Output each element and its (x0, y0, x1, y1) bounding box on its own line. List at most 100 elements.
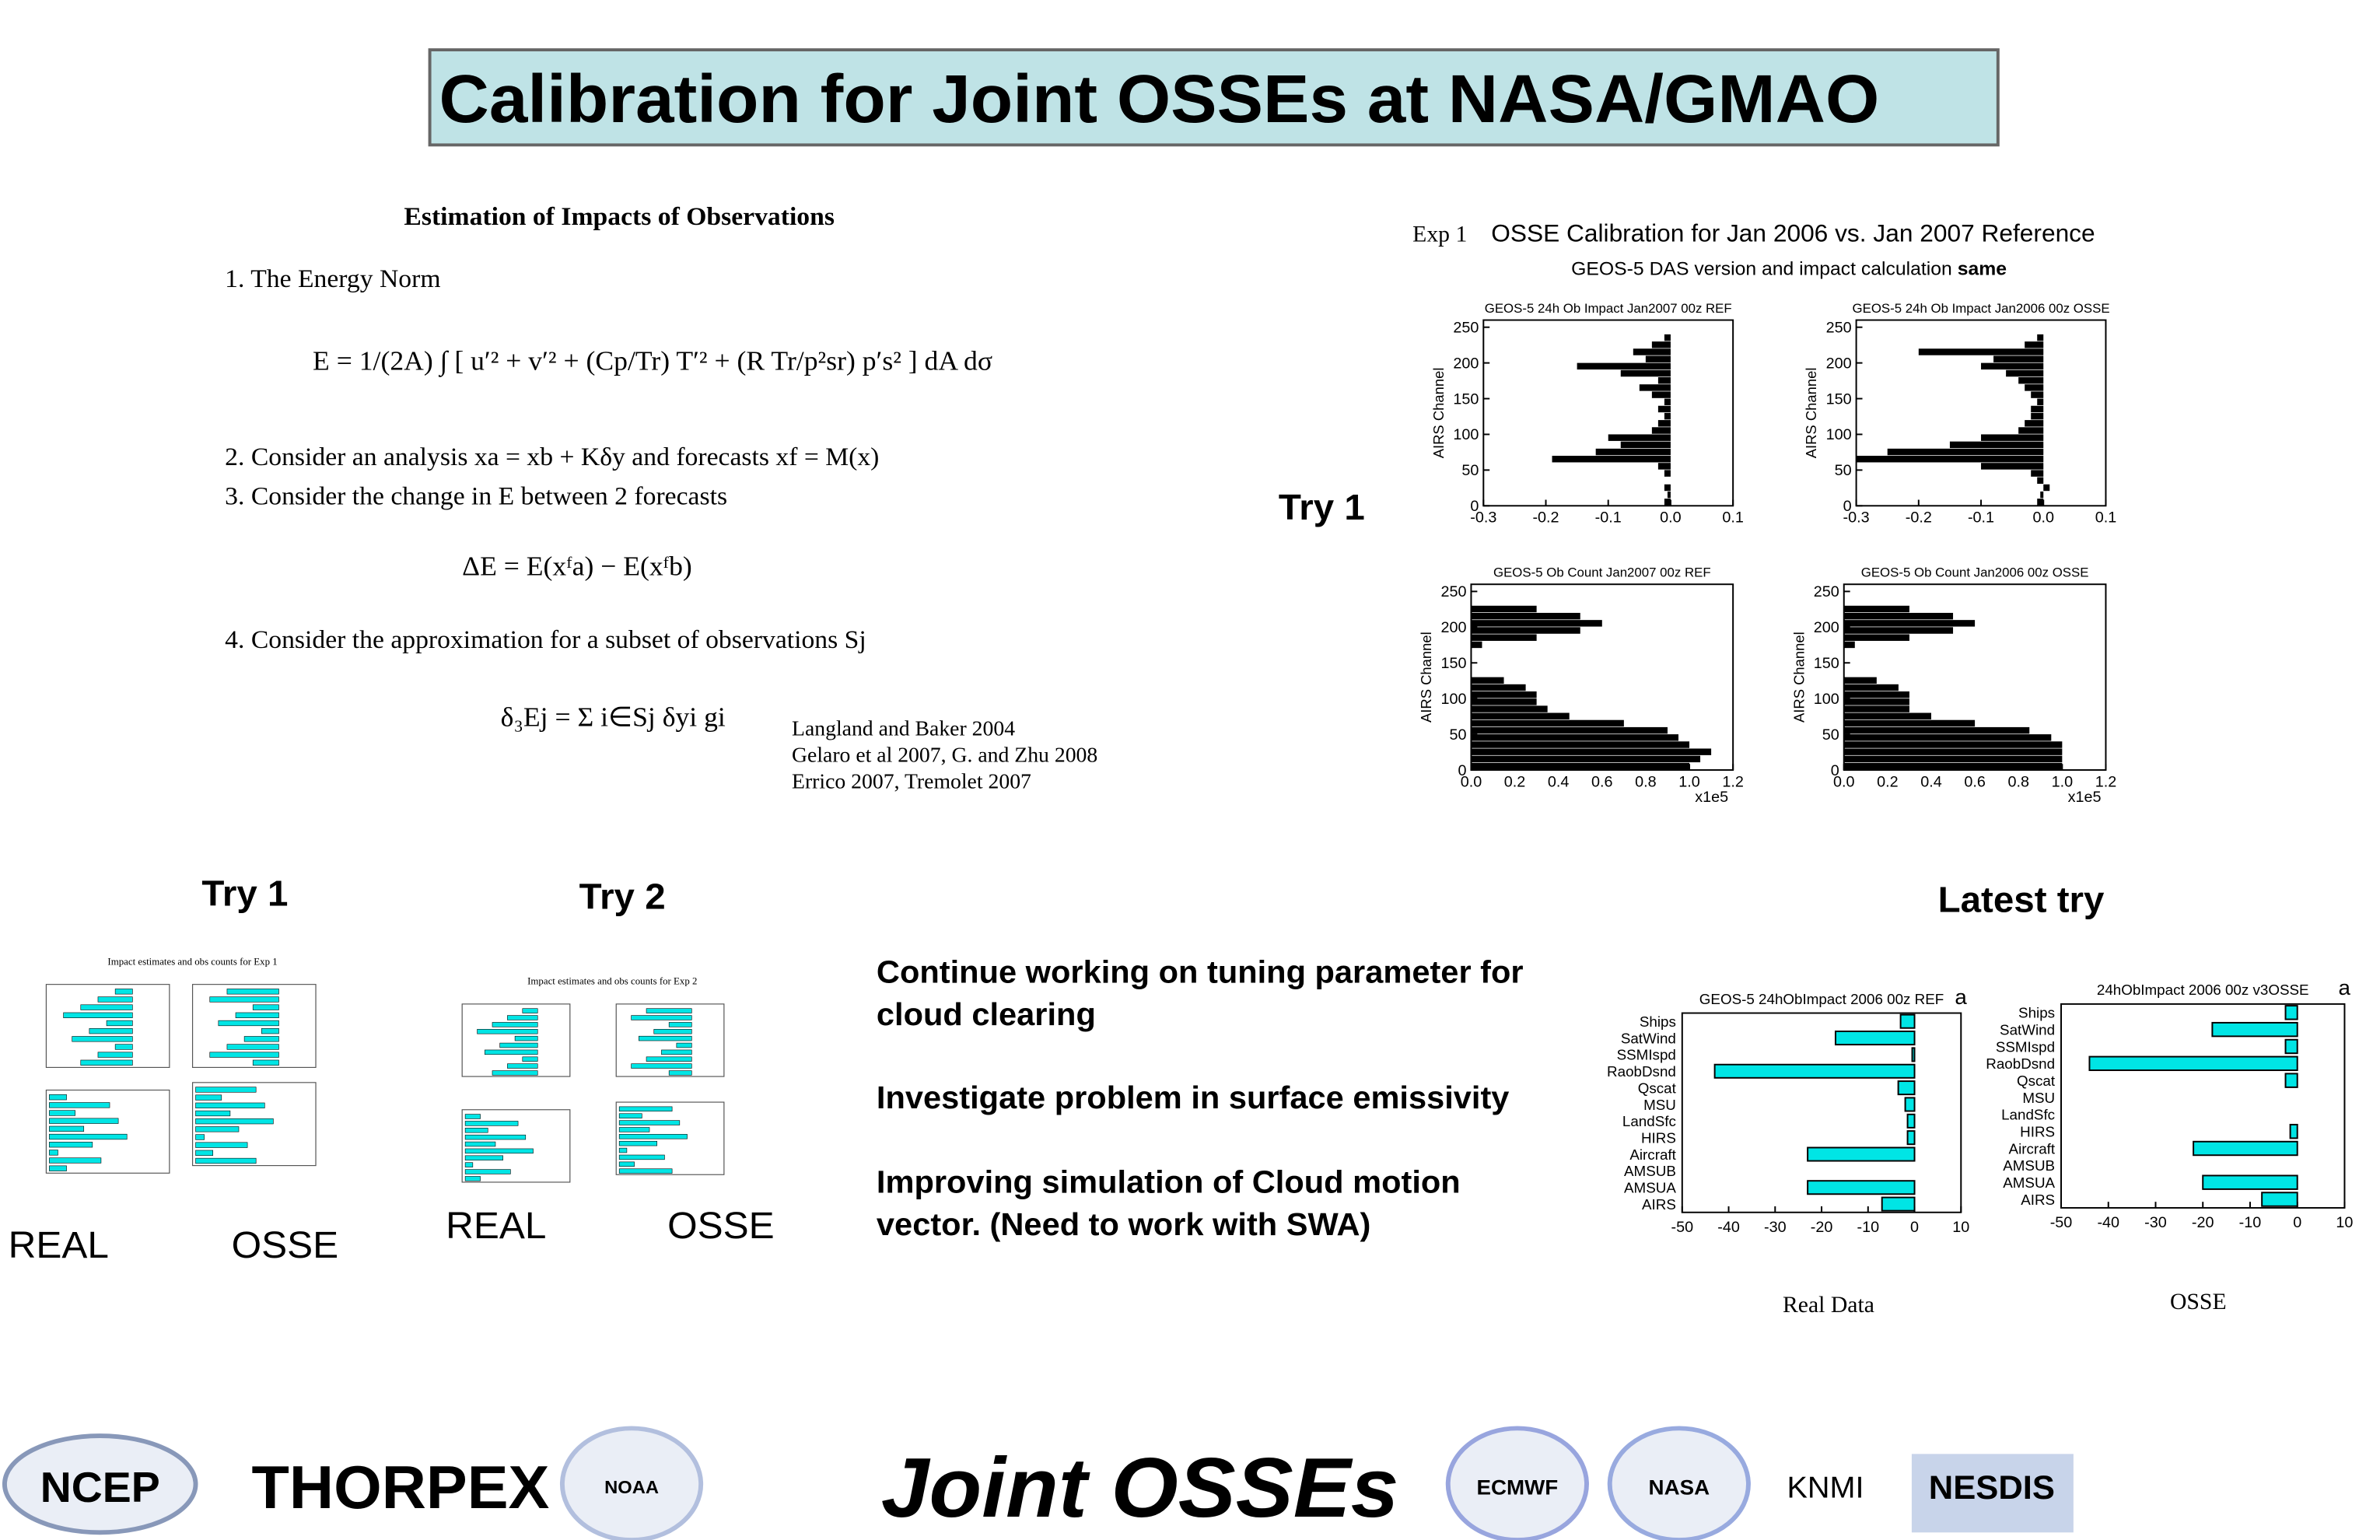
chart-title: GEOS-5 Ob Count Jan2007 00z REF (1493, 565, 1711, 580)
bar (1552, 456, 1671, 463)
bar (1843, 705, 1909, 712)
x-tick-label: 0.6 (1591, 774, 1613, 791)
thumb-bar (49, 1118, 119, 1124)
list-item: 2. Consider an analysis xa = xb + Kδy an… (225, 443, 879, 471)
thumb-bar (646, 1056, 692, 1062)
bar (1843, 748, 2063, 755)
y-tick-label: 50 (1822, 726, 1839, 744)
bar (2025, 384, 2044, 391)
x-tick-label: 0.0 (2032, 509, 2054, 527)
reference: Gelaro et al 2007, G. and Zhu 2008 (792, 744, 1097, 767)
thumb-bar (464, 1162, 474, 1167)
x-tick-label: 1.2 (2095, 774, 2117, 791)
x-tick-label: -0.3 (1843, 509, 1870, 527)
bar (1471, 698, 1537, 705)
x-tick-label: 0.2 (1877, 774, 1899, 791)
bar (1843, 719, 1976, 727)
y-tick-label: 200 (1826, 355, 1852, 373)
bar (1471, 734, 1679, 741)
logo: NOAA (604, 1477, 659, 1497)
category-label: Qscat (2017, 1073, 2056, 1089)
category-label: AMSUA (1624, 1180, 1676, 1196)
panel-title: OSSE Calibration for Jan 2006 vs. Jan 20… (1491, 220, 2095, 247)
x-tick-label: 0.4 (1548, 774, 1570, 791)
thumb-sublabel: OSSE (232, 1224, 339, 1265)
exp-label: Exp 1 (1412, 222, 1467, 247)
thumb-bar (618, 1134, 688, 1139)
y-axis-label: AIRS Channel (1430, 368, 1447, 459)
thumb-bar (209, 1052, 279, 1058)
y-tick-label: 250 (1814, 583, 1839, 600)
thumb-bar (63, 1012, 133, 1018)
category-label: SatWind (2000, 1022, 2055, 1038)
bar (1471, 641, 1482, 649)
x-tick-label: -40 (2097, 1214, 2119, 1231)
bar (2018, 376, 2044, 384)
bar (1645, 355, 1671, 362)
bar (2043, 484, 2050, 492)
bar (1608, 434, 1671, 441)
bar (1664, 334, 1671, 341)
x-tick-label: 0.0 (1833, 774, 1855, 791)
bar (2037, 477, 2044, 485)
thumb-bar (631, 1015, 692, 1020)
bar (1981, 463, 2044, 470)
bar (1657, 420, 1671, 427)
bar (1843, 612, 1954, 620)
logo-shape (2, 1433, 198, 1535)
category-label: LandSfc (1622, 1113, 1676, 1129)
thumb-bar (209, 996, 279, 1003)
thumb-bar (464, 1169, 511, 1174)
thumb-bar (522, 1008, 538, 1013)
bar (1471, 620, 1602, 627)
category-label: Qscat (1638, 1080, 1677, 1097)
chart-mark: a (1955, 985, 1967, 1009)
x-tick-label: -40 (1717, 1219, 1740, 1236)
thumb-bar (618, 1120, 681, 1125)
bar (1843, 691, 1909, 698)
thumb-bar (49, 1110, 75, 1116)
thumb-caption: Impact estimates and obs counts for Exp … (527, 976, 697, 987)
y-tick-label: 250 (1453, 320, 1479, 337)
bar (2025, 341, 2044, 348)
thumb-bar (195, 1157, 257, 1164)
thumb-bar (507, 1015, 538, 1020)
thumb-bar (631, 1063, 692, 1069)
bar (1657, 376, 1671, 384)
bar (1664, 484, 1671, 492)
thumb-bar (195, 1102, 265, 1108)
title: Calibration for Joint OSSEs at NASA/GMAO (439, 61, 1879, 137)
bar (1843, 726, 2030, 734)
x-tick-label: -20 (1811, 1219, 1833, 1236)
thumb-bar (646, 1008, 692, 1013)
y-tick-label: 0 (1843, 498, 1852, 515)
bar (1843, 712, 1931, 719)
bar (1471, 741, 1690, 748)
thumb-bar (49, 1157, 102, 1164)
logo-shape (1607, 1426, 1751, 1540)
bar (1471, 684, 1526, 691)
x-tick-label: 1.2 (1722, 774, 1744, 791)
x-tick-label: 0.1 (2095, 509, 2117, 527)
thumb-bar (243, 1036, 279, 1042)
thumb-bar (464, 1141, 496, 1147)
bar (1843, 677, 1877, 684)
thumb-bar (661, 1049, 692, 1055)
bar (1911, 1047, 1916, 1062)
y-tick-label: 50 (1835, 462, 1852, 479)
thumb-bar (464, 1134, 527, 1140)
bar (1657, 405, 1671, 413)
bar (1471, 691, 1537, 698)
chart-title: 24hObImpact 2006 00z v3OSSE (2097, 982, 2309, 998)
category-label: LandSfc (2001, 1107, 2055, 1123)
x-tick-label: -30 (2144, 1214, 2167, 1231)
y-tick-label: 100 (1440, 691, 1466, 708)
bar (2211, 1021, 2298, 1038)
logo: NCEP (40, 1464, 160, 1511)
category-label: MSU (1643, 1097, 1676, 1113)
bar (2202, 1174, 2298, 1190)
x-unit: x1e5 (2068, 789, 2102, 806)
category-label: RaobDsnd (1986, 1055, 2055, 1072)
